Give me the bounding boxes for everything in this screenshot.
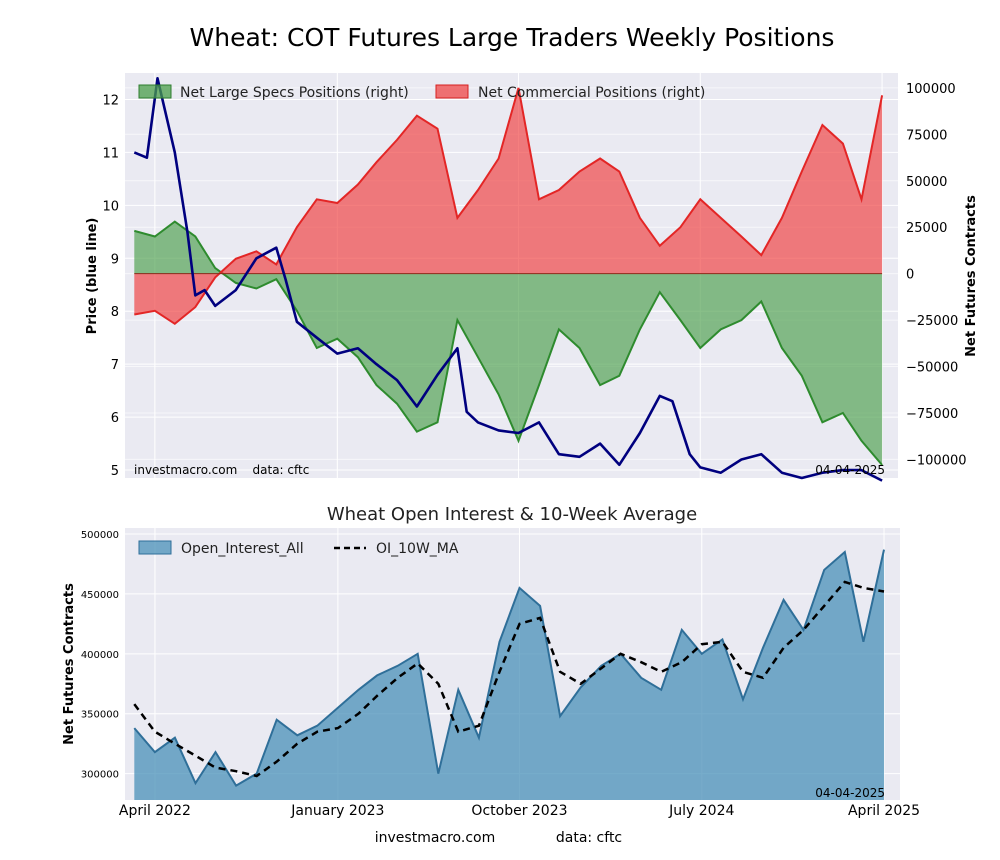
top-left-axis-label: Price (blue line) [85, 218, 100, 335]
bottom-date-note: 04-04-2025 [815, 786, 885, 800]
x-tick-label: July 2024 [668, 803, 734, 819]
left-tick-label: 7 [111, 358, 119, 373]
x-tick-label: January 2023 [290, 803, 384, 819]
left-tick-label: 9 [111, 252, 119, 267]
left-tick-label: 10 [102, 199, 119, 214]
left-tick-label: 11 [102, 146, 119, 161]
bottom-y-axis-label: Net Futures Contracts [62, 583, 77, 745]
top-right-axis-ticks: −100000 −75000 −50000 −25000 0 25000 50000 7500… [906, 82, 967, 469]
right-tick-label: 100000 [906, 82, 956, 97]
left-tick-label: 12 [102, 93, 119, 108]
right-tick-label: 0 [906, 268, 914, 283]
net-commercial-area [134, 87, 884, 326]
bottom-chart-title: Wheat Open Interest & 10-Week Average [327, 504, 697, 525]
top-legend: Net Large Specs Positions (right) Net Co… [138, 84, 705, 101]
top-right-axis-label: Net Futures Contracts [964, 195, 979, 357]
footer-site: investmacro.com [375, 830, 495, 846]
legend-label-ma: OI_10W_MA [376, 541, 459, 557]
y-tick-label: 300000 [81, 770, 119, 781]
specs-fill [134, 221, 883, 465]
legend-label-specs: Net Large Specs Positions (right) [180, 85, 409, 101]
bottom-x-axis-ticks: April 2022 January 2023 October 2023 July 2… [119, 803, 920, 819]
oi-fill [134, 549, 885, 800]
x-tick-label: April 2025 [848, 803, 920, 819]
left-tick-label: 6 [111, 411, 119, 426]
y-tick-label: 500000 [81, 530, 119, 541]
right-tick-label: 50000 [906, 175, 947, 190]
top-left-axis-ticks: 5 6 7 8 9 10 11 12 [102, 93, 119, 479]
left-tick-label: 8 [111, 305, 119, 320]
price-line [133, 77, 883, 482]
oi-10w-ma-line [133, 580, 885, 778]
y-tick-label: 350000 [81, 710, 119, 721]
top-date-note: 04-04-2025 [815, 463, 885, 477]
left-tick-label: 5 [111, 464, 119, 479]
ma-line-path [133, 580, 885, 778]
specs-edge [134, 220, 883, 466]
oi-edge [133, 549, 885, 787]
right-tick-label: −100000 [906, 453, 967, 468]
commercial-fill [134, 87, 883, 324]
figure-title: Wheat: COT Futures Large Traders Weekly … [190, 23, 835, 52]
right-tick-label: −50000 [906, 361, 958, 376]
right-tick-label: 25000 [906, 221, 947, 236]
price-line-path [133, 77, 883, 482]
net-large-specs-area [134, 220, 883, 466]
x-tick-label: October 2023 [471, 803, 567, 819]
x-tick-label: April 2022 [119, 803, 191, 819]
top-chart: 5 6 7 8 9 10 11 12 −100000 −75000 −50000 −25000 0 25… [85, 73, 979, 482]
top-source-note: investmacro.com data: cftc [134, 463, 309, 477]
legend-swatch-oi [138, 540, 172, 555]
bottom-y-axis-ticks: 300000 350000 400000 450000 500000 [81, 530, 119, 781]
footer-source: data: cftc [556, 830, 622, 846]
y-tick-label: 400000 [81, 650, 119, 661]
bottom-chart: Wheat Open Interest & 10-Week Average 30… [62, 504, 920, 819]
bottom-legend: Open_Interest_All OI_10W_MA [138, 540, 459, 557]
legend-label-oi: Open_Interest_All [181, 541, 304, 557]
legend-swatch-specs [138, 84, 172, 99]
commercial-edge [134, 87, 884, 326]
right-tick-label: −25000 [906, 314, 958, 329]
legend-label-commercial: Net Commercial Positions (right) [478, 85, 705, 101]
right-tick-label: 75000 [906, 128, 947, 143]
y-tick-label: 450000 [81, 590, 119, 601]
right-tick-label: −75000 [906, 407, 958, 422]
legend-swatch-commercial [435, 84, 469, 99]
